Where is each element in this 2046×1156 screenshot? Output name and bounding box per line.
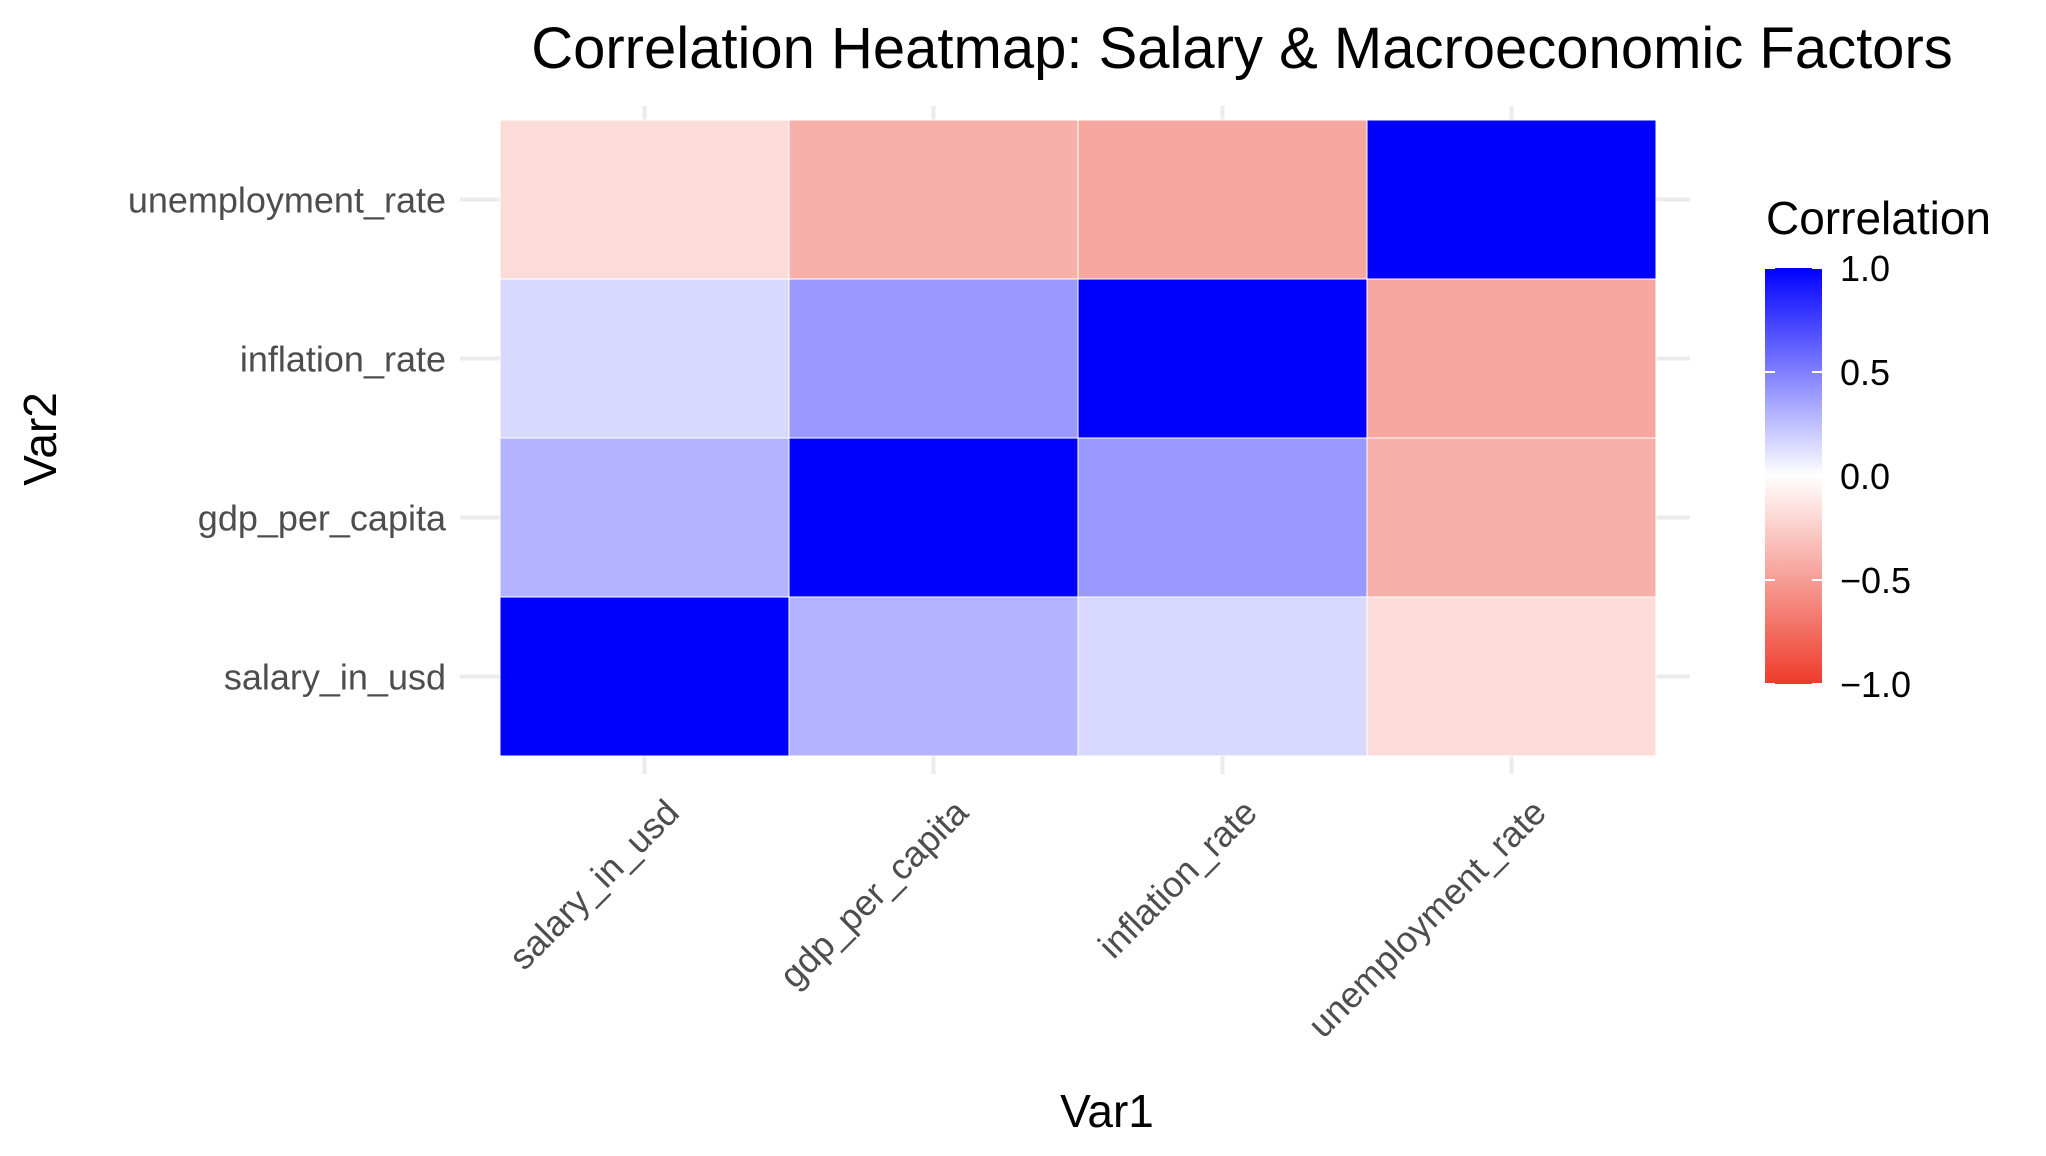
heatmap-cell-gdp_per_capita-gdp_per_capita	[788, 437, 1079, 598]
heatmap-cell-inflation_rate-unemployment_rate	[1077, 119, 1368, 280]
legend-tick-label: −0.5	[1840, 560, 1911, 601]
y-tick-label: salary_in_usd	[224, 657, 446, 698]
y-axis-tick-labels: salary_in_usd gdp_per_capita inflation_rat…	[128, 180, 447, 698]
legend-ticks: 1.0 0.5 0.0 −0.5 −1.0	[1765, 248, 1911, 705]
x-tick-label: salary_in_usd	[501, 791, 687, 977]
x-tick-label: gdp_per_capita	[771, 791, 976, 996]
legend-tick-label: 1.0	[1840, 248, 1890, 289]
legend-title: Correlation	[1766, 192, 1991, 244]
heatmap-cell-salary_in_usd-salary_in_usd	[499, 596, 790, 757]
heatmap-cells	[499, 119, 1657, 757]
heatmap-cell-inflation_rate-gdp_per_capita	[1077, 437, 1368, 598]
color-legend: Correlation 1.0 0.5 0.0 −0.5 −1.0	[1765, 192, 1991, 705]
heatmap-cell-salary_in_usd-inflation_rate	[499, 278, 790, 439]
heatmap-cell-unemployment_rate-inflation_rate	[1366, 278, 1657, 439]
y-axis-title: Var2	[14, 392, 66, 486]
heatmap-cell-inflation_rate-salary_in_usd	[1077, 596, 1368, 757]
heatmap-cell-gdp_per_capita-salary_in_usd	[788, 596, 1079, 757]
heatmap-cell-salary_in_usd-unemployment_rate	[499, 119, 790, 280]
x-tick-label: inflation_rate	[1090, 791, 1265, 966]
x-axis-tick-labels: salary_in_usd gdp_per_capita inflation_rat…	[501, 791, 1554, 1046]
heatmap-cell-unemployment_rate-salary_in_usd	[1366, 596, 1657, 757]
heatmap-cell-gdp_per_capita-unemployment_rate	[788, 119, 1079, 280]
heatmap-cell-salary_in_usd-gdp_per_capita	[499, 437, 790, 598]
y-tick-label: gdp_per_capita	[198, 498, 447, 539]
heatmap-cell-unemployment_rate-unemployment_rate	[1366, 119, 1657, 280]
legend-tick-label: 0.5	[1840, 352, 1890, 393]
legend-tick-label: −1.0	[1840, 664, 1911, 705]
legend-tick-label: 0.0	[1840, 456, 1890, 497]
y-tick-label: unemployment_rate	[128, 180, 446, 221]
heatmap-cell-gdp_per_capita-inflation_rate	[788, 278, 1079, 439]
y-tick-label: inflation_rate	[240, 339, 446, 380]
x-axis-title: Var1	[1060, 1085, 1154, 1137]
x-tick-label: unemployment_rate	[1300, 791, 1554, 1045]
chart-title: Correlation Heatmap: Salary & Macroecono…	[531, 16, 1953, 81]
heatmap-cell-inflation_rate-inflation_rate	[1077, 278, 1368, 439]
heatmap-cell-unemployment_rate-gdp_per_capita	[1366, 437, 1657, 598]
